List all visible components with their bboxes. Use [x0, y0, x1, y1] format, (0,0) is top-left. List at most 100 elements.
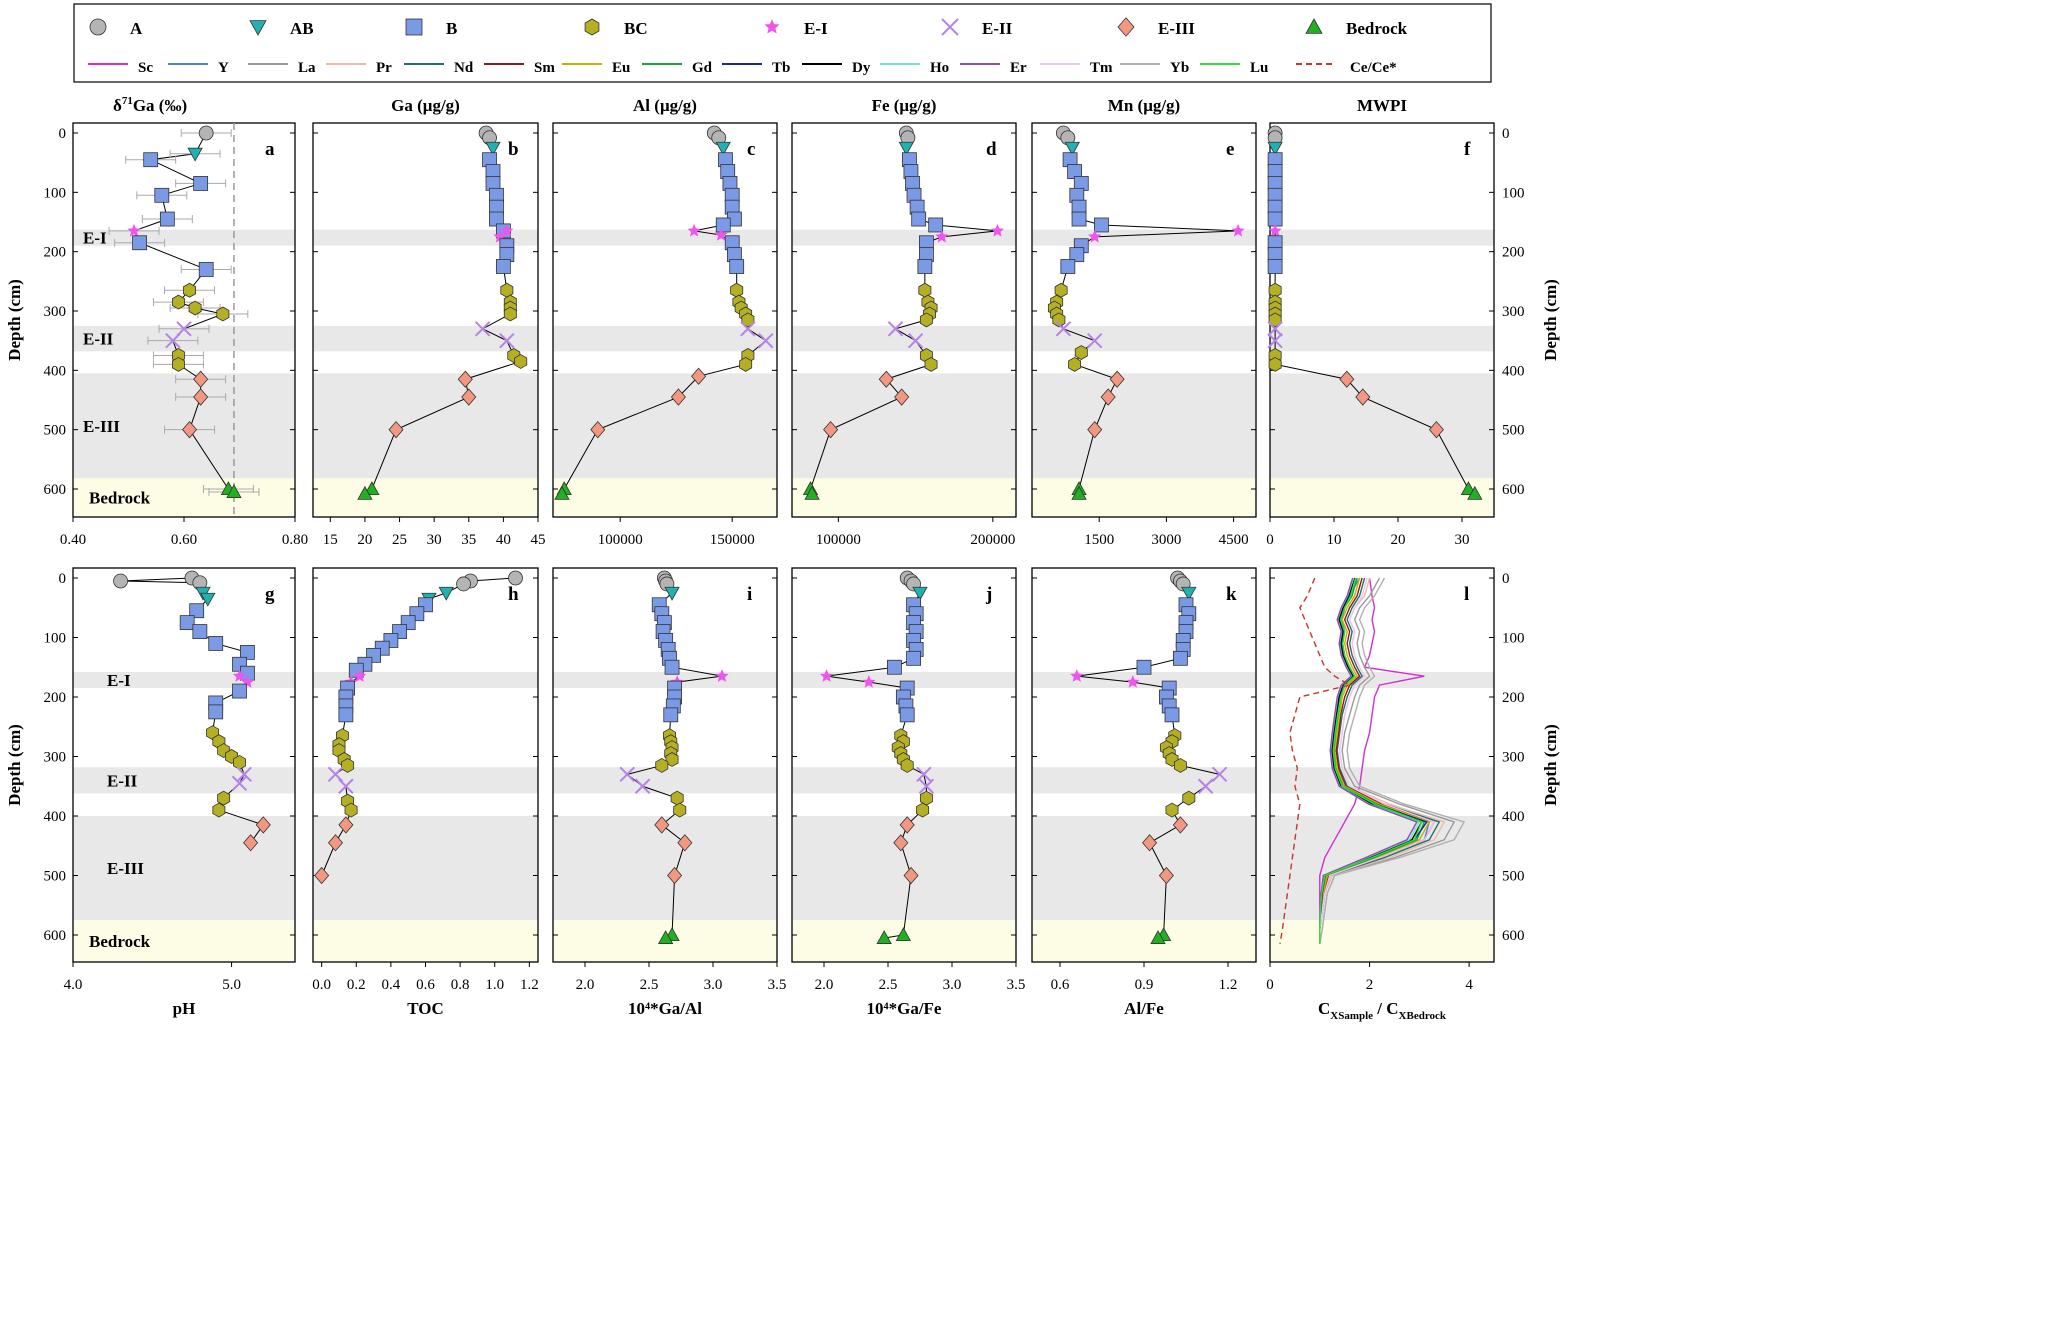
data-point-B: [1267, 259, 1283, 274]
data-point-BC: [739, 356, 753, 372]
legend-item-E-I: E-I: [764, 19, 828, 38]
data-point-Bedrock: [1150, 930, 1166, 944]
x-tick-label: 1.2: [1219, 977, 1238, 993]
zone-band-E-I: [1032, 672, 1256, 689]
data-point-B: [1069, 247, 1085, 263]
legend-label-Lu: Lu: [1250, 60, 1268, 76]
data-point-E-II: [918, 778, 935, 794]
data-point-E-II: [338, 778, 354, 794]
y-tick-label: 400: [44, 363, 67, 379]
data-point-E-III: [255, 816, 271, 834]
data-point-E-III: [677, 834, 693, 852]
data-point-BC: [217, 790, 231, 806]
data-point-E-I: [127, 223, 141, 237]
data-point-E-I: [500, 223, 514, 237]
data-point-B: [911, 211, 927, 227]
panel-title: MWPI: [1357, 96, 1407, 115]
y-tick-label: 100: [44, 185, 67, 201]
legend-label-Pr: Pr: [376, 60, 392, 76]
x-tick-label: 15: [323, 532, 338, 548]
zone-band-E-III: [553, 373, 777, 479]
data-point-E-I: [687, 223, 701, 237]
x-tick-label: 0.2: [347, 977, 366, 993]
zone-band-E-III: [1032, 816, 1256, 921]
y-tick-label-right: 500: [1502, 869, 1525, 885]
data-point-BC: [918, 282, 932, 298]
x-axis-label: Al/Fe: [1124, 999, 1164, 1018]
data-point-E-II: [916, 766, 932, 783]
data-point-B: [1060, 259, 1076, 274]
panel-b: 15 20 25 30 35 40 45 b Ga (μg/g): [312, 96, 546, 548]
x-axis-label: TOC: [407, 999, 444, 1018]
zone-label-Bedrock: Bedrock: [89, 932, 151, 951]
y-tick-label-right: 400: [1502, 363, 1525, 379]
data-point-E-III: [878, 370, 894, 388]
data-point-E-III: [893, 834, 909, 852]
data-point-E-II: [1197, 778, 1214, 794]
panel-frame: [312, 122, 539, 518]
legend-label-Yb: Yb: [1170, 60, 1189, 76]
legend-item-Tb: Tb: [722, 60, 790, 76]
data-point-BC: [171, 356, 185, 372]
panel-letter: a: [265, 139, 275, 160]
data-point-E-II: [758, 332, 774, 349]
data-point-Bedrock: [657, 930, 674, 944]
zone-band-Bedrock: [1032, 920, 1256, 962]
y-tick-label-right: 0: [1502, 571, 1510, 587]
panel-letter: j: [985, 584, 992, 605]
legend-item-Dy: Dy: [802, 60, 871, 76]
data-point-B: [338, 707, 354, 723]
data-point-E-III: [314, 866, 330, 885]
legend-item-AB: AB: [249, 19, 314, 38]
x-tick-label: 0: [1266, 532, 1274, 548]
legend: A AB B BC E-I E-II E-III Bedrock Sc Y La Pr Nd Sm Eu Gd…: [73, 3, 1492, 83]
data-point-B: [240, 644, 255, 660]
data-point-E-III: [1428, 421, 1444, 439]
panel-title: δ71Ga (‰): [113, 95, 187, 115]
x-axis-label: CXSample / CXBedrock: [1318, 999, 1447, 1022]
legend-item-Tm: Tm: [1040, 60, 1113, 76]
panel-title: Al (μg/g): [633, 96, 697, 115]
data-point-A: [508, 570, 523, 586]
zone-band-E-III: [1032, 373, 1256, 479]
data-point-E-III: [903, 866, 919, 885]
data-point-E-II: [231, 775, 248, 791]
x-tick-label: 2.5: [640, 977, 659, 993]
data-point-E-III: [461, 388, 477, 406]
x-tick-label: 3.5: [768, 977, 787, 993]
x-tick-label: 0: [1266, 977, 1274, 993]
data-point-E-I: [1070, 669, 1084, 682]
zone-band-E-II: [792, 767, 1016, 794]
data-point-E-III: [1339, 370, 1355, 388]
data-point-B: [198, 262, 214, 277]
legend-box: [73, 3, 1492, 83]
data-point-B: [179, 615, 195, 631]
x-axis-label: pH: [173, 999, 196, 1018]
data-point-B: [1173, 650, 1188, 666]
data-point-E-III: [457, 370, 473, 388]
data-point-B: [729, 259, 745, 274]
data-point-B: [189, 603, 205, 619]
x-tick-label: 200000: [970, 532, 1015, 548]
x-tick-label: 25: [392, 532, 407, 548]
panel-j: 2.0 2.5 3.0 3.5 j 10⁴*Ga/Fe: [791, 567, 1025, 1018]
panel-frame: [791, 122, 1017, 518]
data-point-B: [132, 235, 148, 251]
zone-band-E-III: [1270, 816, 1494, 921]
data-point-BC: [741, 312, 755, 328]
zone-band-E-III: [792, 816, 1016, 921]
data-point-B: [143, 152, 159, 168]
series-line-Tm: [1319, 577, 1436, 944]
data-point-E-III: [667, 866, 683, 885]
figure: A AB B BC E-I E-II E-III Bedrock Sc Y La Pr Nd Sm Eu Gd…: [5, 3, 1560, 1022]
legend-label-Tb: Tb: [772, 60, 790, 76]
zone-band-E-II: [553, 767, 777, 794]
data-point-E-III: [1109, 370, 1125, 388]
x-axis-label: 10⁴*Ga/Al: [628, 999, 702, 1018]
legend-label-Ce/Ce*: Ce/Ce*: [1350, 60, 1397, 76]
y-tick-label-right: 0: [1502, 126, 1510, 142]
legend-marker-BC: [584, 18, 600, 36]
panel-a: 0.40 0.60 0.80 a δ71Ga (‰) E-I E-II E-III Bedroc…: [5, 95, 308, 548]
data-point-BC: [1173, 757, 1187, 773]
data-point-Bedrock: [357, 485, 373, 500]
